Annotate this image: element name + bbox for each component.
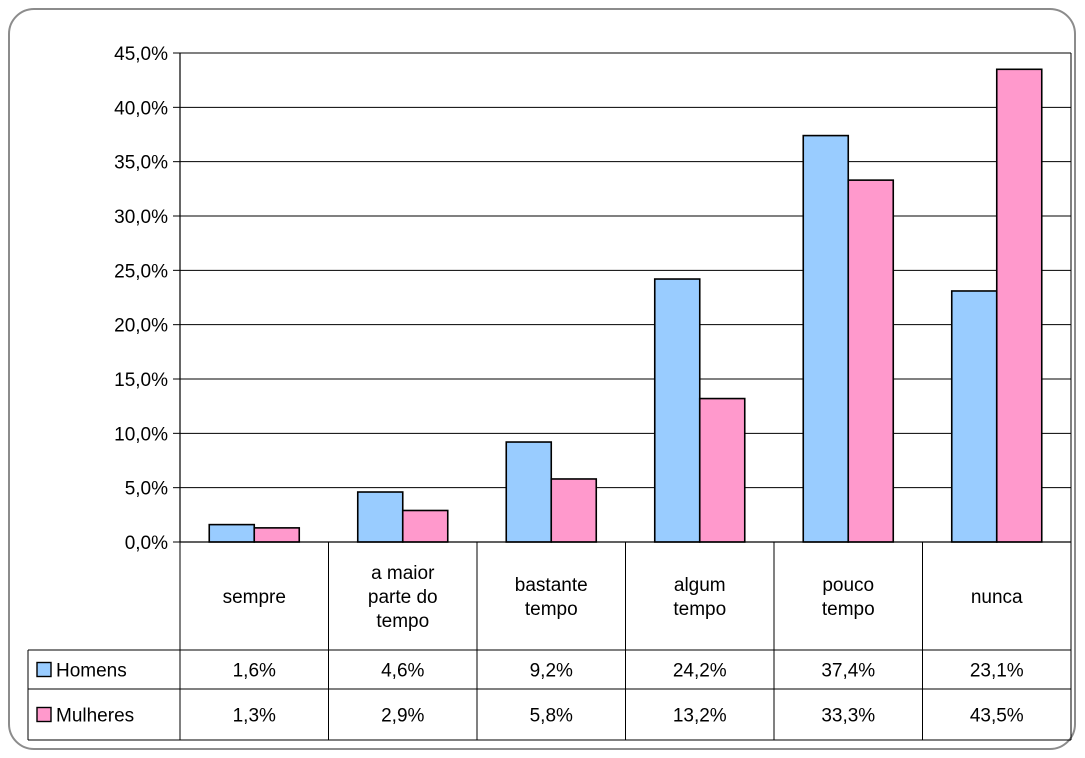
bar-homens-3: [653, 278, 701, 543]
bar-mulheres-3: [698, 397, 746, 543]
x-category-label: algum: [674, 575, 726, 596]
legend-label-homens: Homens: [56, 661, 127, 682]
bar-mulheres-2: [550, 478, 598, 543]
x-category-label: parte do: [368, 587, 438, 608]
legend-swatch-mulheres: [36, 706, 52, 723]
legend-label-mulheres: Mulheres: [56, 706, 134, 727]
y-tick-label: 15,0%: [114, 370, 168, 391]
x-category-label: tempo: [822, 599, 875, 620]
data-label-homens: 1,6%: [233, 661, 276, 682]
y-tick-label: 25,0%: [114, 261, 168, 282]
x-category-label: tempo: [673, 599, 726, 620]
legend-swatch-homens: [36, 661, 52, 678]
bar-mulheres-4: [847, 179, 895, 543]
x-category-label: sempre: [223, 587, 286, 608]
bar-homens-5: [950, 290, 998, 543]
y-tick-label: 45,0%: [114, 44, 168, 65]
bar-homens-4: [802, 134, 850, 543]
data-label-homens: 37,4%: [821, 661, 875, 682]
bar-mulheres-0: [253, 527, 301, 543]
data-label-homens: 4,6%: [381, 661, 424, 682]
x-category-label: tempo: [525, 599, 578, 620]
x-category-label: pouco: [822, 575, 874, 596]
y-tick-label: 20,0%: [114, 316, 168, 337]
x-category-label: nunca: [971, 587, 1023, 608]
data-label-mulheres: 13,2%: [673, 706, 727, 727]
y-tick-label: 10,0%: [114, 424, 168, 445]
data-label-mulheres: 5,8%: [530, 706, 573, 727]
x-category-label: a maior: [371, 563, 435, 584]
data-label-mulheres: 1,3%: [233, 706, 276, 727]
bar-mulheres-5: [995, 68, 1043, 543]
y-tick-label: 0,0%: [125, 533, 168, 554]
data-label-mulheres: 43,5%: [970, 706, 1024, 727]
data-label-mulheres: 33,3%: [821, 706, 875, 727]
bar-mulheres-1: [401, 509, 449, 543]
data-label-homens: 24,2%: [673, 661, 727, 682]
bar-homens-0: [208, 523, 256, 543]
bar-homens-1: [356, 491, 404, 543]
y-tick-label: 30,0%: [114, 207, 168, 228]
x-category-label: tempo: [376, 611, 429, 632]
bar-homens-2: [505, 441, 553, 543]
data-label-mulheres: 2,9%: [381, 706, 424, 727]
y-tick-label: 40,0%: [114, 98, 168, 119]
x-category-label: bastante: [515, 575, 588, 596]
y-tick-label: 35,0%: [114, 153, 168, 174]
y-tick-label: 5,0%: [125, 479, 168, 500]
data-label-homens: 9,2%: [530, 661, 573, 682]
data-label-homens: 23,1%: [970, 661, 1024, 682]
